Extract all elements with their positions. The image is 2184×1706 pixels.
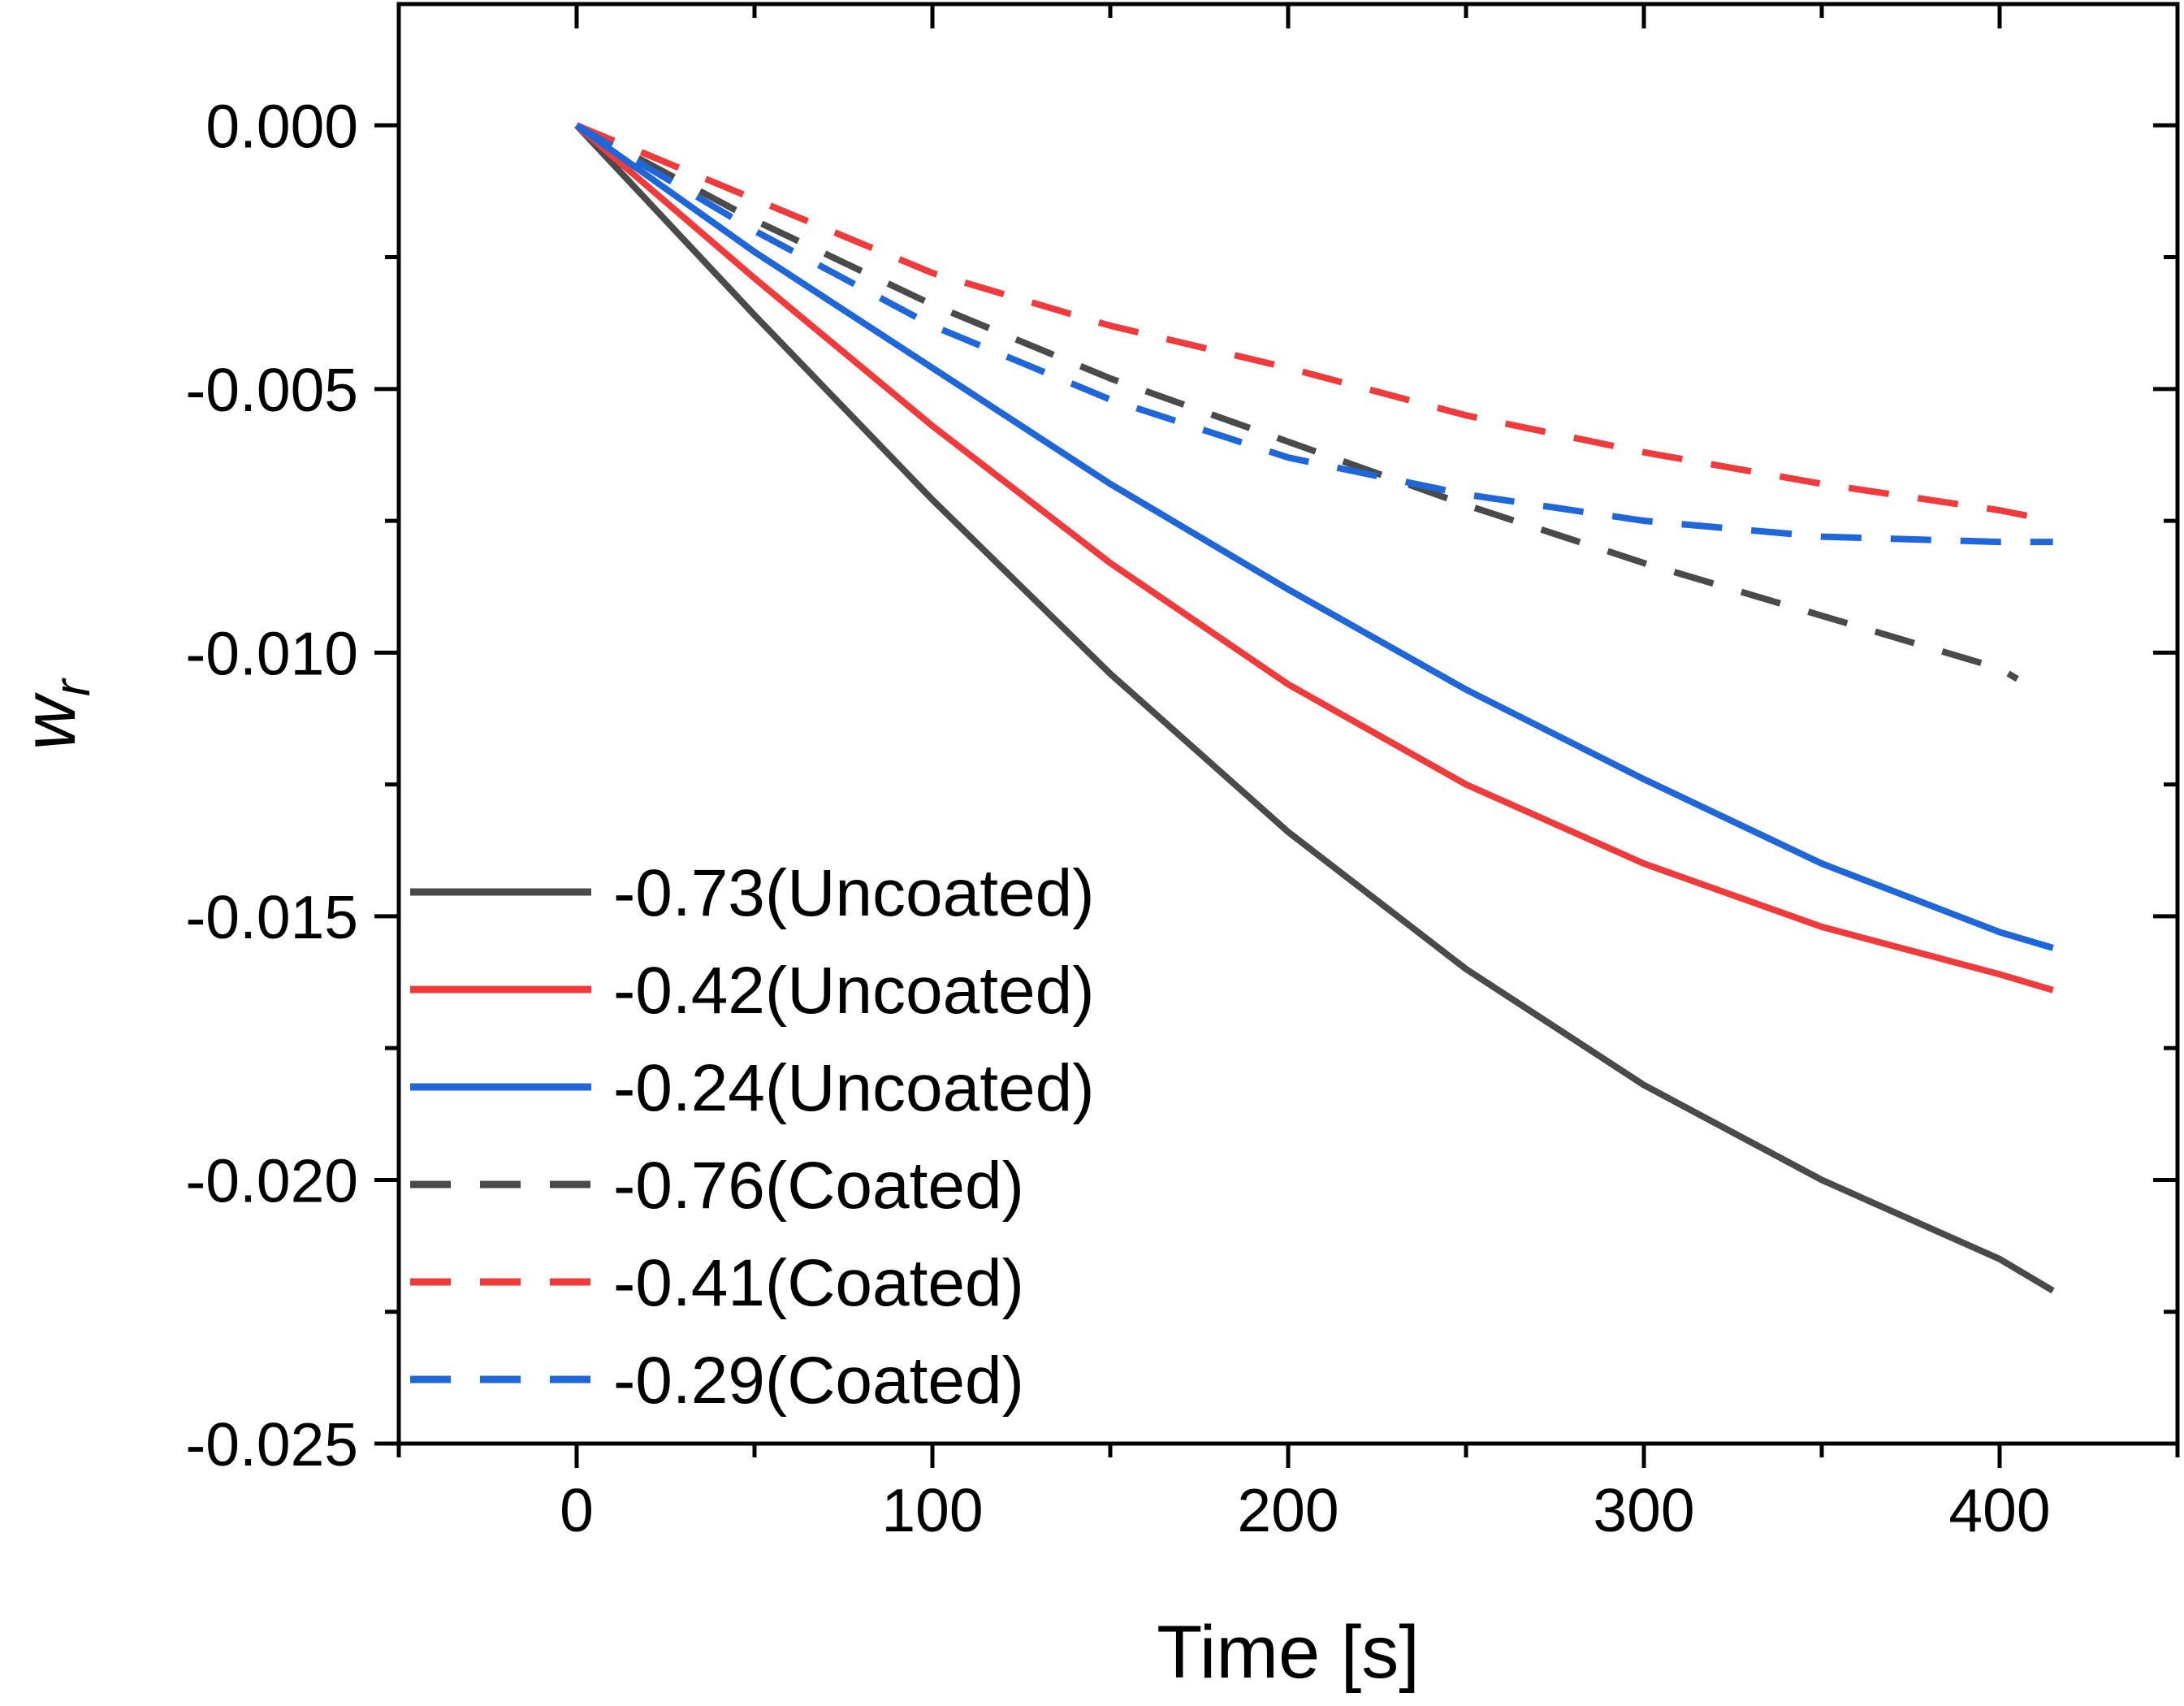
legend-label-2: -0.42(Uncoated) (613, 954, 1095, 1028)
series-layer (574, 122, 2055, 1294)
y-tick-label: -0.015 (185, 883, 358, 951)
y-tick-label: -0.020 (185, 1146, 358, 1215)
y-tick-label: -0.005 (185, 356, 358, 424)
x-axis-title: Time [s] (1157, 1611, 1420, 1694)
y-axis-title: wr (8, 678, 101, 750)
series-line-2 (574, 123, 2054, 994)
legend-label-5: -0.41(Coated) (613, 1246, 1024, 1320)
x-tick-label: 0 (560, 1476, 594, 1544)
series-line-5 (575, 122, 2054, 525)
series-line-3 (574, 123, 2054, 951)
y-axis-title-subscript: r (45, 678, 101, 696)
x-tick-label: 400 (1948, 1476, 2050, 1544)
x-tick-label: 300 (1593, 1476, 1694, 1544)
legend-label-4: -0.76(Coated) (613, 1149, 1024, 1223)
series-line-1 (574, 123, 2055, 1294)
legend-label-6: -0.29(Coated) (613, 1344, 1024, 1418)
series-line-6 (574, 122, 2053, 546)
legend: -0.73(Uncoated) -0.42(Uncoated) -0.24(Unco… (410, 856, 1095, 1418)
y-tick-label: 0.000 (205, 92, 358, 160)
legend-label-3: -0.24(Uncoated) (613, 1051, 1095, 1125)
y-axis-title-main: w (8, 692, 91, 751)
y-tick-label: -0.025 (185, 1410, 358, 1479)
legend-label-1: -0.73(Uncoated) (613, 856, 1095, 930)
x-tick-label: 100 (881, 1476, 983, 1544)
axis-layer: 0 100 200 300 400 0.000 -0.005 -0.010 -0.015 -0.0… (185, 4, 2180, 1544)
x-tick-label: 200 (1237, 1476, 1339, 1544)
y-tick-label: -0.010 (185, 619, 358, 687)
